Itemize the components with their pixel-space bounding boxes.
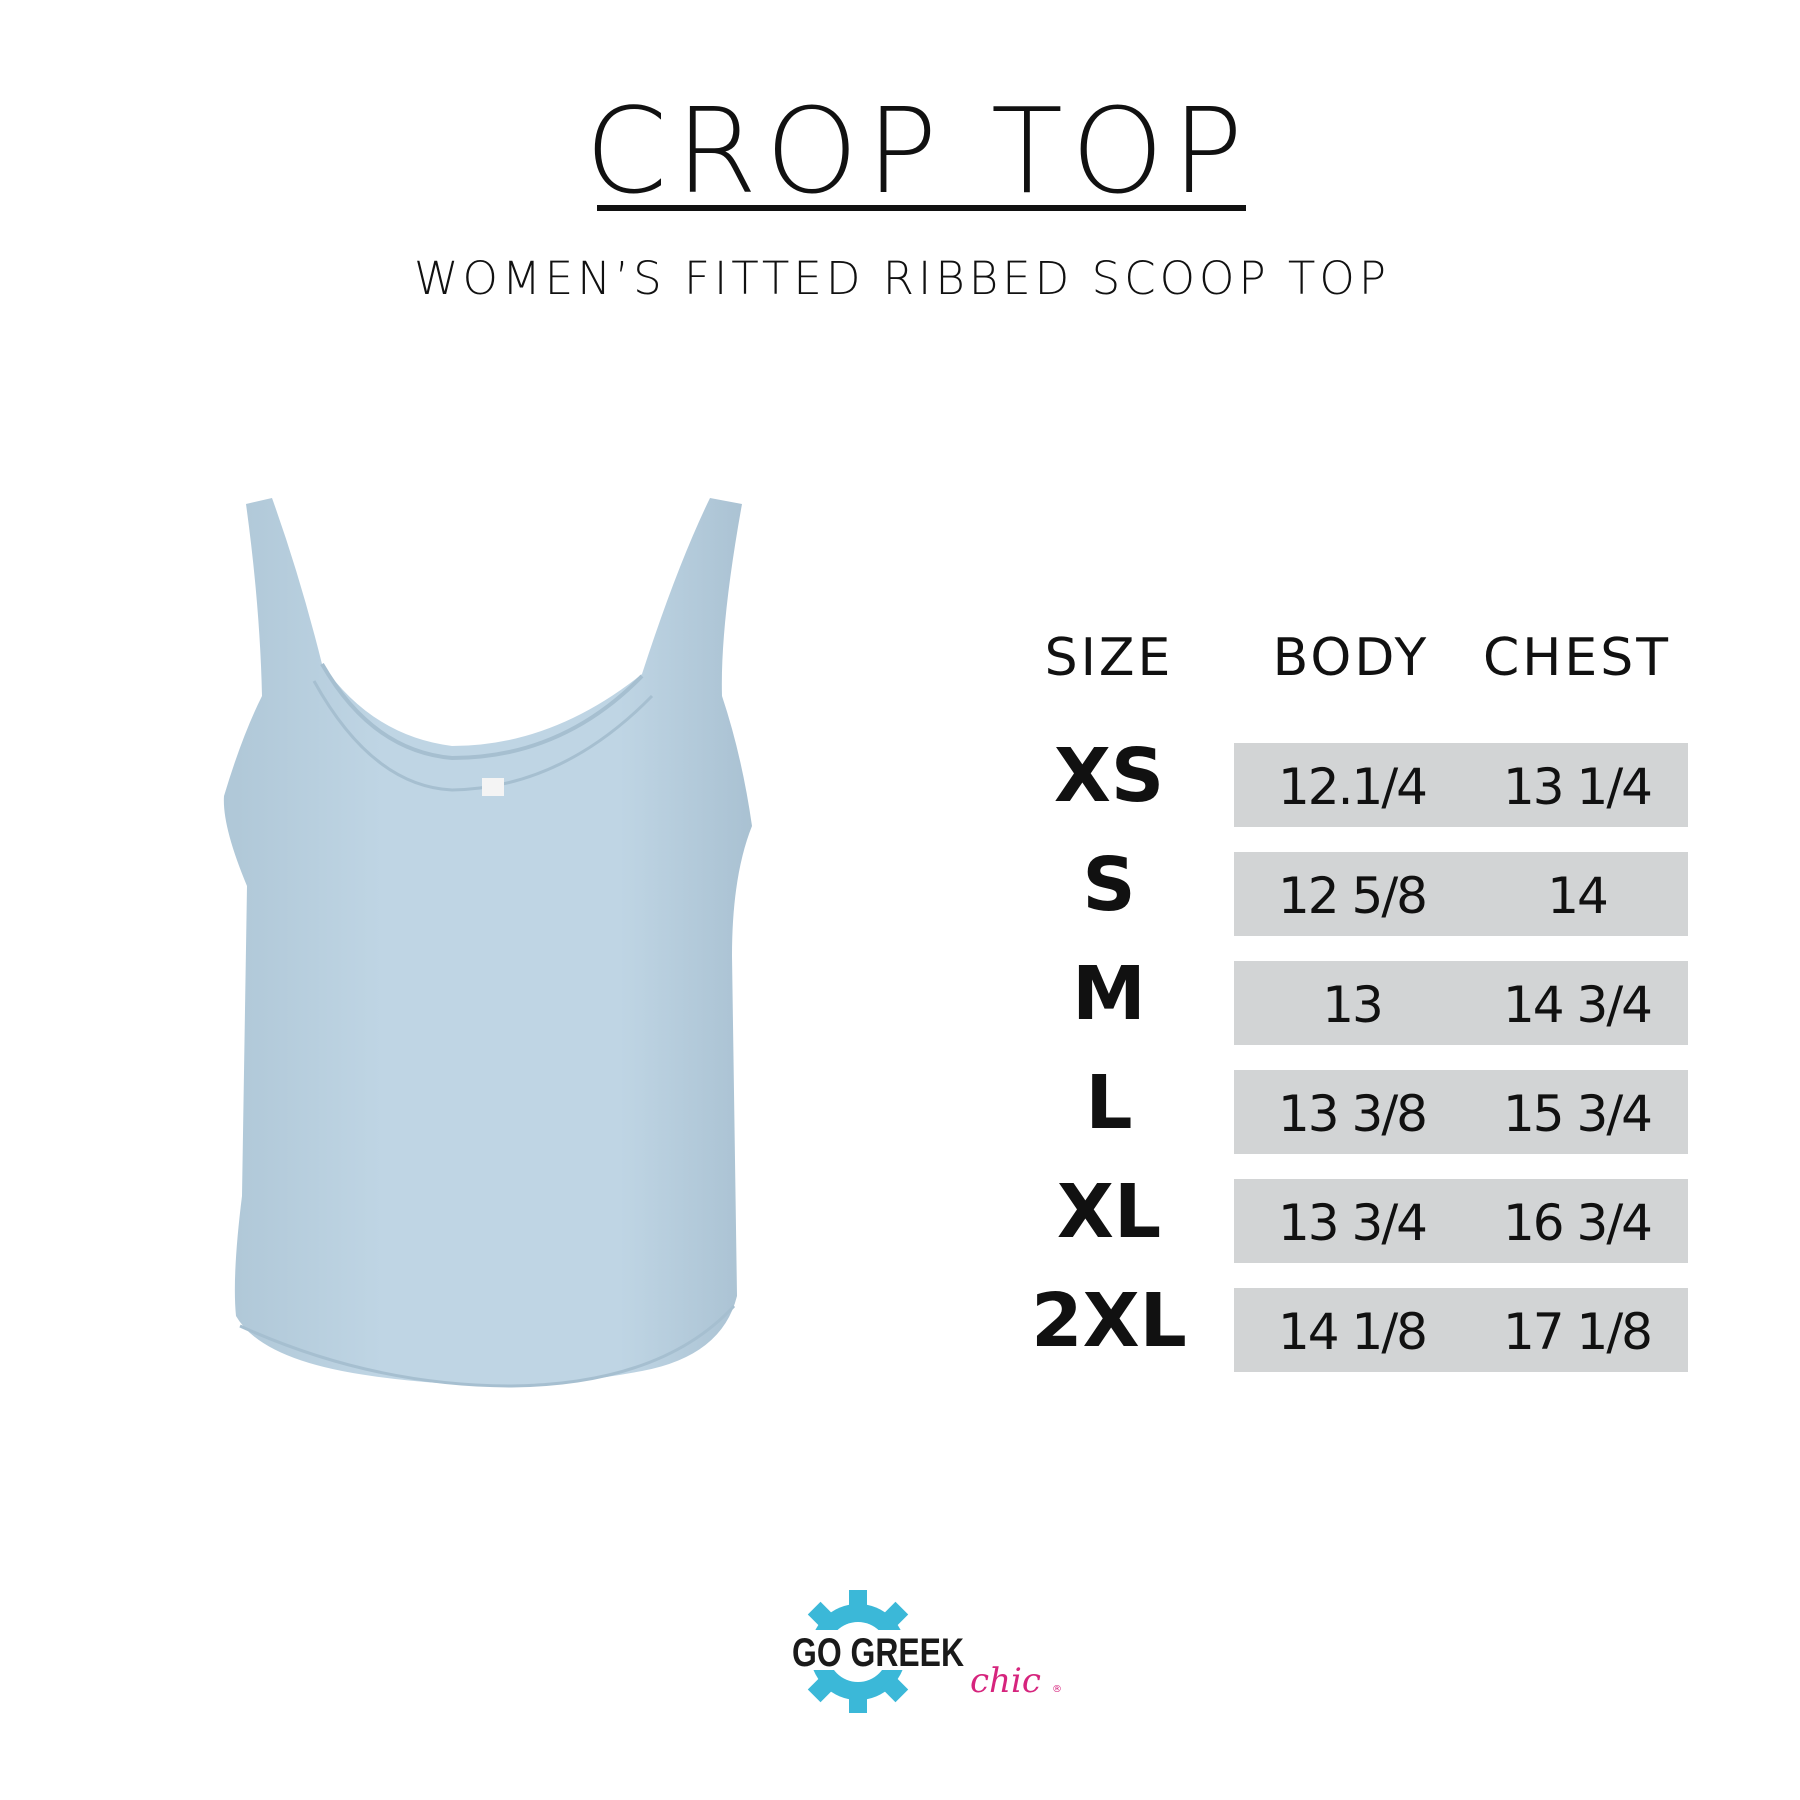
chest-value: 13 1/4 <box>1503 758 1653 816</box>
body-value: 13 3/8 <box>1278 1085 1428 1143</box>
header-chest: CHEST <box>1482 628 1672 688</box>
body-value: 13 <box>1322 976 1384 1034</box>
size-label: XL <box>1056 1169 1162 1255</box>
size-label: XS <box>1053 733 1165 819</box>
page-title: CROP TOP <box>584 82 1252 220</box>
table-row: 14 1/8 17 1/8 <box>1234 1288 1688 1372</box>
chest-value: 16 3/4 <box>1503 1194 1653 1252</box>
table-row: 13 3/4 16 3/4 <box>1234 1179 1688 1263</box>
size-label: S <box>1082 842 1136 928</box>
body-value: 12.1/4 <box>1278 758 1428 816</box>
body-value: 14 1/8 <box>1278 1303 1428 1361</box>
chest-value: 15 3/4 <box>1503 1085 1653 1143</box>
svg-text:GO GREEK: GO GREEK <box>792 1631 964 1675</box>
table-row: 12 5/8 14 <box>1234 852 1688 936</box>
go-greek-chic-logo: GO GREEK chic ® <box>790 1590 1062 1713</box>
header-body: BODY <box>1272 628 1430 688</box>
body-value: 12 5/8 <box>1278 867 1428 925</box>
svg-text:chic: chic <box>970 1661 1041 1701</box>
table-row: 12.1/4 13 1/4 <box>1234 743 1688 827</box>
size-label: L <box>1085 1060 1133 1146</box>
page-subtitle: WOMEN’S FITTED RIBBED SCOOP TOP <box>414 252 1390 305</box>
title-underline <box>597 205 1246 211</box>
chest-value: 17 1/8 <box>1503 1303 1653 1361</box>
crop-top-image <box>223 498 752 1388</box>
header-size: SIZE <box>1044 628 1174 688</box>
table-row: 13 3/8 15 3/4 <box>1234 1070 1688 1154</box>
size-label: 2XL <box>1031 1278 1187 1364</box>
size-label: M <box>1072 951 1146 1037</box>
table-row: 13 14 3/4 <box>1234 961 1688 1045</box>
body-value: 13 3/4 <box>1278 1194 1428 1252</box>
chest-value: 14 3/4 <box>1503 976 1653 1034</box>
svg-text:®: ® <box>1052 1684 1062 1695</box>
chest-value: 14 <box>1547 867 1609 925</box>
